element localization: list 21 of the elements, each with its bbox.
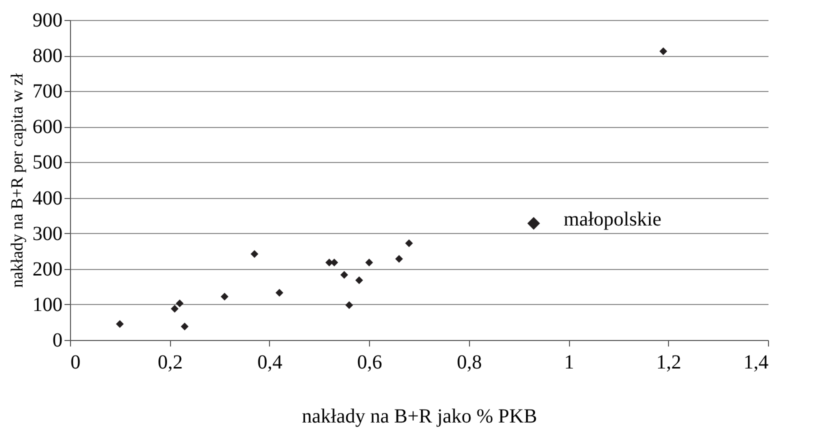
y-tick-label: 600 [32, 116, 62, 138]
x-tick-label: 1,4 [744, 352, 768, 374]
y-tick-label: 200 [32, 258, 62, 280]
y-tick-label: 100 [32, 294, 62, 316]
x-tick-label: 0,8 [456, 352, 482, 374]
y-tick-label: 300 [32, 222, 62, 245]
x-tick-label: 1,2 [656, 352, 682, 374]
y-axis-title: nakłady na B+R per capita w zł [8, 73, 26, 288]
x-tick-label: 0 [70, 352, 80, 374]
x-tick-label: 0,4 [257, 352, 282, 374]
y-tick-label: 0 [52, 330, 62, 352]
y-tick-label: 800 [32, 45, 62, 68]
y-tick-label: 700 [32, 80, 62, 103]
y-tick-label: 400 [32, 187, 62, 210]
y-tick-label: 900 [32, 10, 62, 32]
x-tick-label: 0,6 [357, 352, 382, 374]
x-tick-label: 0,2 [158, 352, 183, 374]
annotation: małopolskie [564, 208, 662, 230]
y-tick-label: 500 [32, 152, 62, 174]
x-axis-title: nakłady na B+R jako % PKB [302, 406, 538, 428]
x-tick-label: 1 [564, 352, 574, 374]
